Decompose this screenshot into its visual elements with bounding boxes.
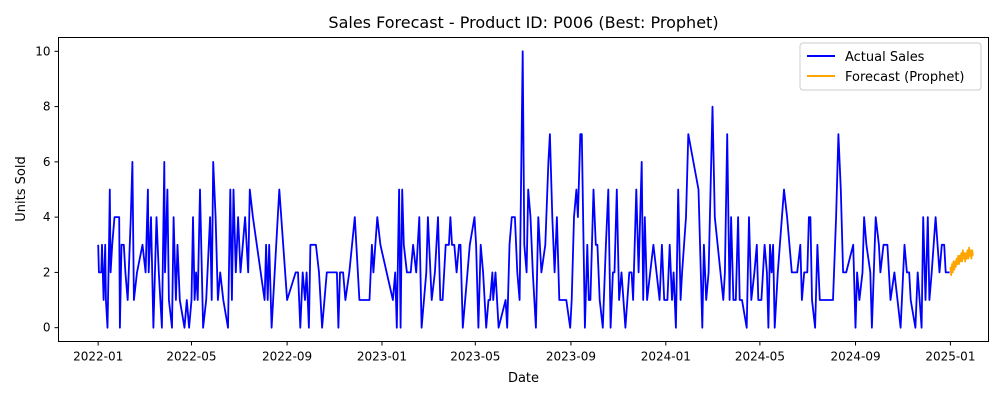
x-tick-label: 2022-01 [73, 350, 123, 364]
chart-title: Sales Forecast - Product ID: P006 (Best:… [328, 13, 718, 32]
y-tick-label: 0 [43, 321, 51, 335]
y-tick-label: 2 [43, 265, 51, 279]
x-tick-label: 2023-01 [357, 350, 407, 364]
plot-frame [58, 37, 989, 342]
x-tick-label: 2022-09 [262, 350, 312, 364]
series-line-forecast [949, 246, 974, 277]
y-tick-label: 4 [43, 210, 51, 224]
x-tick-label: 2024-09 [830, 350, 880, 364]
x-axis-label: Date [508, 371, 539, 386]
x-axis: 2022-01 2022-05 2022-09 2023-01 2023-05 2023-… [73, 341, 975, 364]
legend-box [799, 42, 982, 91]
x-tick-label: 2022-05 [166, 350, 216, 364]
x-tick-label: 2023-09 [546, 350, 596, 364]
y-tick-label: 6 [43, 155, 51, 169]
x-tick-label: 2023-05 [450, 350, 500, 364]
legend-label-forecast: Forecast (Prophet) [845, 70, 965, 85]
x-tick-label: 2024-01 [641, 350, 691, 364]
x-tick-label: 2024-05 [735, 350, 785, 364]
y-axis: 0 2 4 6 8 10 [35, 44, 59, 335]
plot-lines [97, 50, 974, 329]
series-line-actual-sales [97, 50, 950, 329]
y-axis-label: Units Sold [14, 156, 29, 221]
legend-label-actual: Actual Sales [845, 50, 925, 65]
y-tick-label: 10 [35, 44, 50, 58]
x-tick-label: 2025-01 [925, 350, 975, 364]
y-tick-label: 8 [43, 100, 51, 114]
legend: Actual Sales Forecast (Prophet) [799, 42, 982, 91]
